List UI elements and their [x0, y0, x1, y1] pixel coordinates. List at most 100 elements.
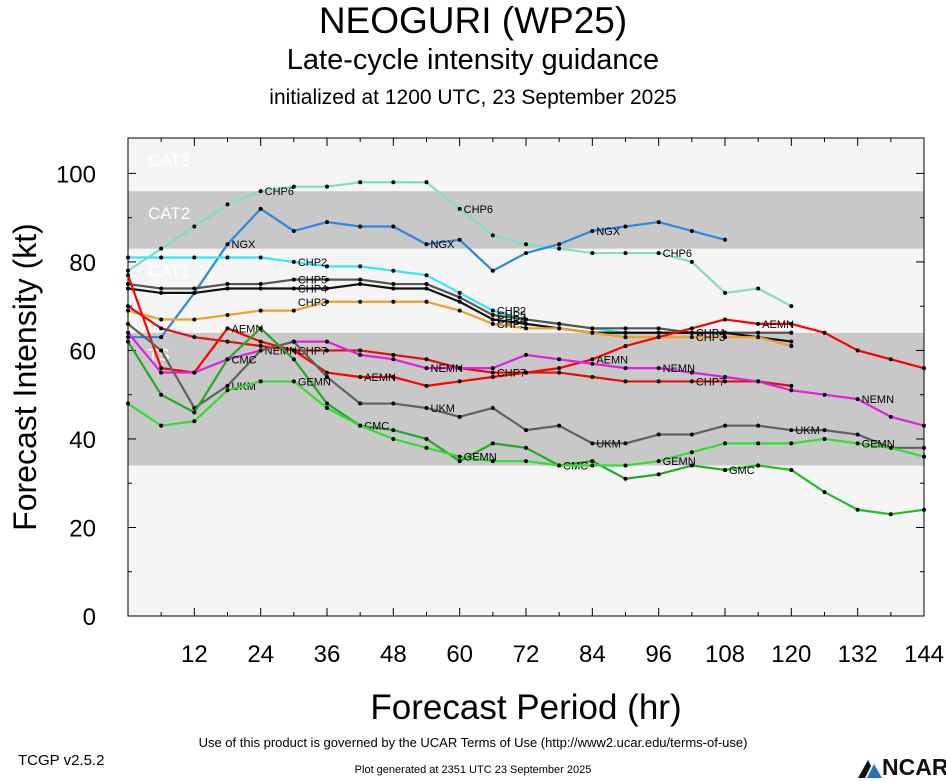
point-gemn [623, 463, 628, 468]
series-label-ukm: UKM [431, 403, 455, 415]
point-chp6 [789, 304, 794, 309]
series-label-chp7: CHP7 [497, 368, 526, 380]
point-ngx [524, 251, 528, 256]
point-ngx [590, 228, 595, 233]
point-aemn [888, 357, 893, 362]
band-label-ts: TS [148, 346, 170, 365]
point-chp2 [391, 268, 396, 273]
point-chp6 [159, 246, 164, 251]
point-chp6 [291, 184, 296, 189]
point-chp5 [457, 295, 462, 300]
point-gmc [855, 507, 860, 512]
point-chp7 [391, 352, 396, 357]
x-tick-label: 12 [181, 641, 208, 668]
point-gemn [855, 441, 860, 446]
y-tick-label: 0 [83, 604, 96, 631]
point-chp3 [689, 335, 694, 340]
version-label: TCGP v2.5.2 [18, 752, 105, 769]
point-aemn [723, 317, 727, 322]
point-ukm [656, 432, 661, 437]
point-ukm [424, 405, 429, 410]
point-gemn [457, 454, 462, 459]
point-ukm [159, 348, 164, 353]
series-label-gemn: GEMN [862, 438, 895, 450]
point-chp6 [424, 180, 429, 185]
point-cmc [192, 410, 197, 415]
point-chp2 [424, 273, 429, 278]
point-chp4 [689, 330, 694, 335]
point-chp7 [358, 348, 363, 353]
point-gemn [656, 459, 661, 464]
series-label-nemn: NEMN [663, 363, 695, 375]
point-ukm [457, 414, 462, 419]
point-chp2 [291, 259, 296, 264]
y-tick-label: 40 [69, 427, 96, 454]
point-chp4 [391, 286, 396, 291]
point-gmc [723, 467, 727, 472]
point-chp3 [424, 299, 429, 304]
point-chp2 [192, 255, 197, 260]
point-chp3 [358, 299, 363, 304]
series-label-cmc: CMC [232, 354, 257, 366]
point-gemn [590, 463, 595, 468]
band-label-cat1: CAT1 [148, 262, 190, 281]
point-chp2 [457, 290, 462, 295]
point-chp7 [424, 357, 429, 362]
series-label-aemn: AEMN [762, 319, 794, 331]
point-chp3 [623, 335, 628, 340]
x-tick-label: 144 [904, 641, 944, 668]
series-label-chp3: CHP3 [497, 319, 526, 331]
point-chp3 [325, 299, 329, 304]
y-axis-label: Forecast Intensity (kt) [7, 223, 43, 531]
band-cat3 [128, 138, 924, 192]
band-floor [128, 465, 924, 616]
point-gemn [922, 454, 926, 459]
series-label-chp5: CHP5 [298, 275, 327, 287]
point-nemn [623, 366, 628, 371]
point-chp5 [756, 330, 761, 335]
series-label-chp4: CHP4 [497, 314, 526, 326]
point-chp5 [557, 321, 562, 326]
series-line-cmc [127, 327, 759, 480]
point-nemn [756, 379, 761, 384]
point-ngx [325, 220, 329, 225]
y-tick-label: 80 [69, 250, 96, 277]
series-label-aemn: AEMN [364, 372, 396, 384]
point-chp2 [325, 264, 329, 269]
point-nemn [822, 392, 827, 397]
point-ukm [623, 441, 628, 446]
series-label-aemn: AEMN [596, 354, 628, 366]
x-tick-label: 36 [314, 641, 341, 668]
terms-of-use: Use of this product is governed by the U… [198, 735, 748, 750]
point-chp6 [192, 224, 197, 229]
point-chp4 [789, 339, 794, 344]
point-nemn [391, 357, 396, 362]
point-gemn [291, 379, 296, 384]
point-gemn [225, 388, 230, 393]
point-chp2 [358, 264, 363, 269]
series-label-chp4: CHP4 [298, 283, 327, 295]
point-chp3 [524, 326, 528, 331]
point-chp7 [258, 344, 263, 349]
point-chp5 [524, 317, 528, 322]
point-aemn [656, 335, 661, 340]
point-aemn [225, 326, 230, 331]
ncar-logo: NCAR [858, 754, 946, 780]
series-label-chp5: CHP5 [497, 310, 526, 322]
series-label-chp7: CHP7 [696, 376, 725, 388]
band-label-cat2: CAT2 [148, 204, 190, 223]
point-ukm [325, 375, 329, 379]
point-ngx [457, 237, 462, 242]
point-cmc [490, 441, 495, 446]
point-gemn [391, 436, 396, 441]
series-label-chp2: CHP2 [497, 306, 526, 318]
series-label-chp6: CHP6 [265, 186, 294, 198]
point-ukm [225, 383, 230, 388]
point-chp6 [723, 290, 727, 295]
series-label-gemn: GEMN [663, 456, 696, 468]
point-gemn [126, 401, 130, 406]
series-label-chp3: CHP3 [298, 297, 327, 309]
point-chp4 [424, 286, 429, 291]
point-chp6 [656, 251, 661, 256]
